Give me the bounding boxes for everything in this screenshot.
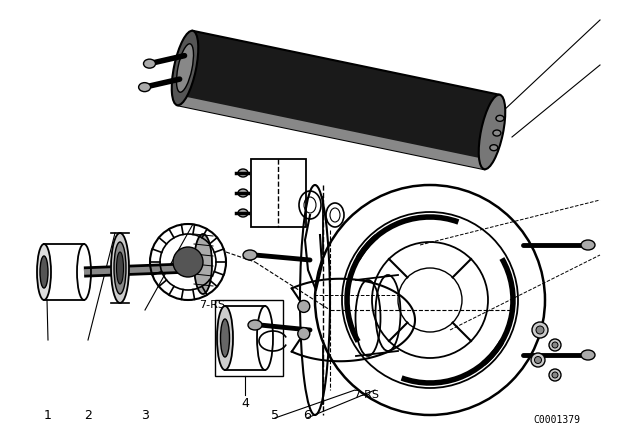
Circle shape (532, 322, 548, 338)
Ellipse shape (37, 244, 51, 300)
Ellipse shape (177, 44, 193, 92)
Text: 3: 3 (141, 409, 149, 422)
Bar (251, 159, 306, 227)
Circle shape (549, 339, 561, 351)
Ellipse shape (194, 234, 212, 294)
Circle shape (536, 326, 544, 334)
Text: C0001379: C0001379 (534, 415, 580, 425)
Circle shape (549, 369, 561, 381)
Circle shape (173, 247, 203, 277)
Circle shape (298, 327, 310, 340)
Ellipse shape (581, 240, 595, 250)
Ellipse shape (111, 233, 129, 303)
Ellipse shape (139, 82, 150, 92)
Ellipse shape (490, 145, 498, 151)
Ellipse shape (248, 320, 262, 330)
Ellipse shape (496, 115, 504, 121)
Ellipse shape (238, 169, 248, 177)
Polygon shape (177, 95, 486, 169)
Ellipse shape (221, 319, 230, 357)
Circle shape (552, 342, 558, 348)
Text: 1: 1 (44, 409, 52, 422)
Text: 7-RS: 7-RS (199, 300, 225, 310)
Text: 5: 5 (271, 409, 279, 422)
Text: 6: 6 (303, 409, 311, 422)
Polygon shape (177, 31, 500, 169)
Ellipse shape (238, 209, 248, 217)
Circle shape (534, 357, 541, 363)
Ellipse shape (479, 95, 505, 169)
Circle shape (298, 301, 310, 312)
Ellipse shape (217, 306, 233, 370)
Circle shape (552, 372, 558, 378)
Ellipse shape (581, 350, 595, 360)
Ellipse shape (238, 189, 248, 197)
Text: 4: 4 (241, 396, 249, 409)
Ellipse shape (40, 256, 48, 288)
Ellipse shape (143, 59, 156, 68)
Text: 7-RS: 7-RS (353, 390, 379, 400)
Ellipse shape (172, 31, 198, 105)
Ellipse shape (243, 250, 257, 260)
Ellipse shape (116, 252, 124, 284)
Ellipse shape (114, 242, 126, 294)
Ellipse shape (493, 130, 501, 136)
Bar (215, 300, 283, 376)
Text: 2: 2 (84, 409, 92, 422)
Circle shape (531, 353, 545, 367)
